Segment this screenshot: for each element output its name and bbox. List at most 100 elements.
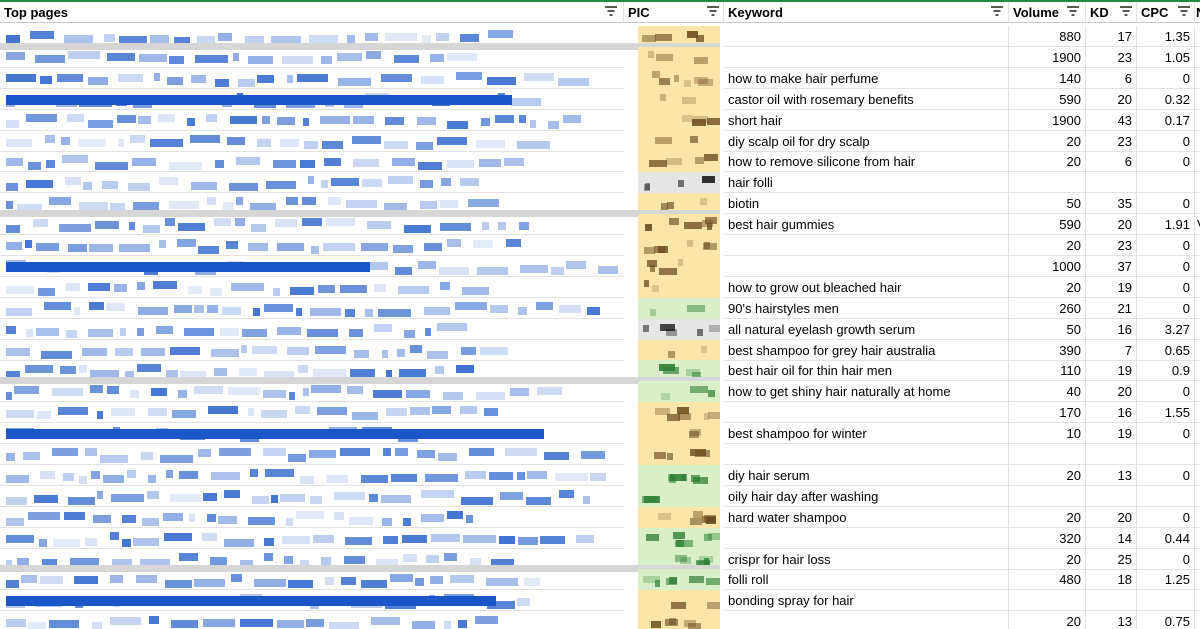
column-header-kd[interactable]: KD — [1086, 2, 1137, 23]
pic-cell[interactable] — [638, 506, 720, 528]
volume-cell[interactable] — [1009, 590, 1086, 612]
volume-cell[interactable]: 20 — [1009, 506, 1086, 528]
pic-cell[interactable] — [638, 46, 720, 68]
filter-icon[interactable] — [1119, 4, 1133, 18]
overflow-cell[interactable] — [1195, 402, 1200, 424]
volume-cell[interactable]: 480 — [1009, 569, 1086, 591]
top-page-cell[interactable] — [0, 507, 624, 528]
volume-cell[interactable]: 20 — [1009, 276, 1086, 298]
kd-cell[interactable]: 20 — [1086, 88, 1137, 110]
cpc-cell[interactable]: 0.65 — [1137, 339, 1195, 361]
top-page-cell[interactable] — [0, 172, 624, 194]
overflow-cell[interactable] — [1195, 340, 1200, 361]
overflow-cell[interactable] — [1195, 131, 1200, 152]
cpc-cell[interactable]: 0 — [1137, 151, 1195, 173]
cpc-cell[interactable]: 0 — [1137, 464, 1195, 486]
top-page-cell[interactable] — [0, 110, 624, 131]
keyword-cell[interactable] — [724, 402, 1009, 424]
pic-cell[interactable] — [638, 172, 720, 194]
cpc-cell[interactable]: 0.17 — [1137, 109, 1195, 131]
pic-cell[interactable] — [638, 464, 720, 486]
keyword-cell[interactable] — [724, 235, 1009, 256]
overflow-cell[interactable] — [1195, 193, 1200, 215]
volume-cell[interactable] — [1009, 172, 1086, 194]
kd-cell[interactable]: 23 — [1086, 130, 1137, 152]
pic-cell[interactable] — [638, 297, 720, 319]
top-page-cell[interactable] — [0, 319, 624, 340]
cpc-cell[interactable]: 0 — [1137, 423, 1195, 445]
pic-cell[interactable] — [638, 255, 720, 277]
volume-cell[interactable]: 50 — [1009, 193, 1086, 215]
cpc-cell[interactable]: 0.44 — [1137, 527, 1195, 549]
cpc-cell[interactable]: 0.75 — [1137, 611, 1195, 629]
kd-cell[interactable]: 19 — [1086, 423, 1137, 445]
keyword-cell[interactable]: how to make hair perfume — [724, 67, 1009, 89]
kd-cell[interactable]: 37 — [1086, 255, 1137, 277]
keyword-cell[interactable]: biotin — [724, 193, 1009, 215]
top-page-cell[interactable] — [0, 569, 624, 591]
volume-cell[interactable]: 1900 — [1009, 109, 1086, 131]
kd-cell[interactable]: 16 — [1086, 318, 1137, 340]
filter-icon[interactable] — [706, 4, 720, 18]
cpc-cell[interactable]: 0 — [1137, 381, 1195, 403]
pic-cell[interactable] — [638, 590, 720, 612]
filter-icon[interactable] — [1066, 4, 1080, 18]
kd-cell[interactable]: 19 — [1086, 360, 1137, 382]
top-page-cell[interactable] — [0, 360, 624, 382]
cpc-cell[interactable]: 0 — [1137, 506, 1195, 528]
keyword-cell[interactable] — [724, 46, 1009, 68]
top-page-cell[interactable] — [0, 486, 624, 507]
top-page-cell[interactable] — [0, 131, 624, 152]
cpc-cell[interactable]: 0 — [1137, 276, 1195, 298]
keyword-cell[interactable]: oily hair day after washing — [724, 485, 1009, 507]
cpc-cell[interactable]: 0 — [1137, 67, 1195, 89]
volume-cell[interactable]: 170 — [1009, 402, 1086, 424]
kd-cell[interactable]: 19 — [1086, 276, 1137, 298]
overflow-cell[interactable] — [1195, 549, 1200, 570]
keyword-cell[interactable] — [724, 255, 1009, 277]
volume-cell[interactable]: 880 — [1009, 26, 1086, 47]
column-header-pic[interactable]: PIC — [624, 2, 724, 23]
overflow-cell[interactable] — [1195, 569, 1200, 591]
top-page-cell[interactable] — [0, 214, 624, 236]
keyword-cell[interactable] — [724, 444, 1009, 465]
top-page-cell[interactable] — [0, 256, 624, 277]
top-page-cell[interactable] — [0, 381, 624, 403]
volume-cell[interactable]: 20 — [1009, 548, 1086, 570]
cpc-cell[interactable]: 1.35 — [1137, 26, 1195, 47]
top-page-cell[interactable] — [0, 611, 624, 629]
kd-cell[interactable]: 18 — [1086, 569, 1137, 591]
overflow-cell[interactable] — [1195, 486, 1200, 507]
pic-cell[interactable] — [638, 318, 720, 340]
filter-icon[interactable] — [604, 4, 618, 18]
cpc-cell[interactable]: 1.91 — [1137, 214, 1195, 236]
volume-cell[interactable]: 110 — [1009, 360, 1086, 382]
overflow-cell[interactable] — [1195, 528, 1200, 549]
kd-cell[interactable]: 7 — [1086, 339, 1137, 361]
keyword-cell[interactable]: how to remove silicone from hair — [724, 151, 1009, 173]
top-page-cell[interactable] — [0, 402, 624, 424]
cpc-cell[interactable] — [1137, 590, 1195, 612]
volume-cell[interactable]: 50 — [1009, 318, 1086, 340]
kd-cell[interactable]: 17 — [1086, 26, 1137, 47]
filter-icon[interactable] — [990, 4, 1004, 18]
pic-cell[interactable] — [638, 193, 720, 215]
keyword-cell[interactable] — [724, 26, 1009, 47]
overflow-cell[interactable] — [1195, 277, 1200, 298]
top-page-cell[interactable] — [0, 151, 624, 173]
cpc-cell[interactable]: 0.32 — [1137, 88, 1195, 110]
overflow-cell[interactable] — [1195, 507, 1200, 528]
column-header-keyword[interactable]: Keyword — [724, 2, 1009, 23]
kd-cell[interactable]: 20 — [1086, 506, 1137, 528]
pic-cell[interactable] — [638, 109, 720, 131]
kd-cell[interactable] — [1086, 590, 1137, 612]
kd-cell[interactable]: 43 — [1086, 109, 1137, 131]
keyword-cell[interactable]: hard water shampoo — [724, 506, 1009, 528]
pic-cell[interactable] — [638, 67, 720, 89]
volume-cell[interactable]: 20 — [1009, 130, 1086, 152]
overflow-cell[interactable] — [1195, 590, 1200, 612]
cpc-cell[interactable] — [1137, 172, 1195, 194]
keyword-cell[interactable]: short hair — [724, 109, 1009, 131]
column-header-top-pages[interactable]: Top pages — [0, 2, 624, 23]
pic-cell[interactable] — [638, 88, 720, 110]
